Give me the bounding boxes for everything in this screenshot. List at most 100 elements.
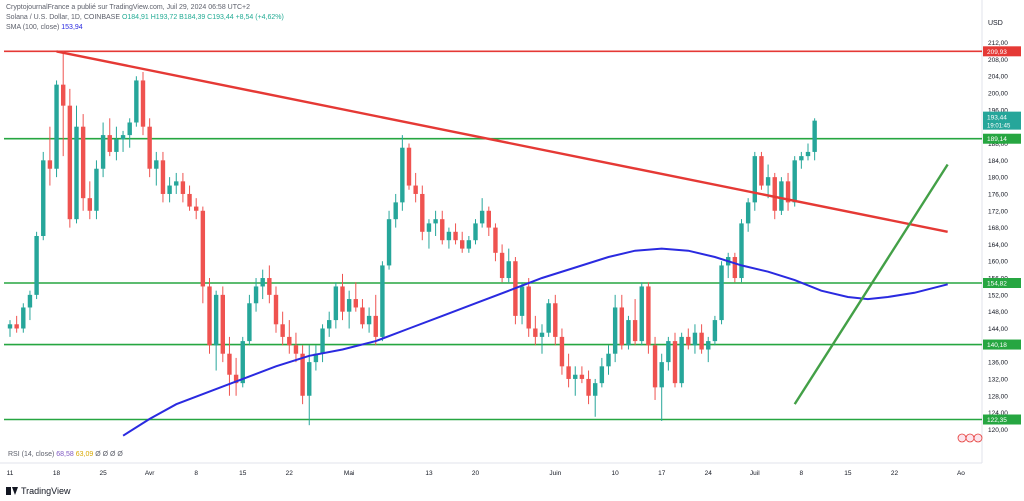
candle-body bbox=[260, 278, 265, 287]
candle-body bbox=[34, 236, 39, 295]
candle-body bbox=[100, 135, 106, 169]
candle-body bbox=[539, 332, 545, 337]
trendline-ascending-support bbox=[793, 163, 949, 405]
candle-body bbox=[207, 286, 212, 346]
x-tick-label: 8 bbox=[800, 470, 804, 477]
candle-body bbox=[7, 324, 13, 329]
candle-body bbox=[652, 345, 658, 388]
x-tick-label: 22 bbox=[891, 470, 899, 477]
candle-body bbox=[107, 135, 112, 152]
last-price-tag bbox=[983, 111, 1021, 130]
candle-body bbox=[533, 328, 538, 337]
x-tick-label: Avr bbox=[145, 470, 155, 477]
level-price-tag bbox=[983, 414, 1021, 425]
candle-body bbox=[134, 80, 139, 123]
candle-body bbox=[14, 324, 19, 329]
candle-body bbox=[300, 353, 305, 396]
candle-body bbox=[366, 315, 372, 325]
candle-body bbox=[626, 320, 631, 346]
candle-body bbox=[127, 122, 132, 136]
candle-body bbox=[233, 374, 239, 384]
candle-body bbox=[140, 80, 146, 127]
y-tick-label: 124,00 bbox=[988, 410, 1008, 417]
event-marker-icon bbox=[973, 433, 983, 443]
candle-body bbox=[559, 336, 565, 367]
candle-body bbox=[313, 353, 319, 363]
chart-header: CryptojournalFrance a publié sur Trading… bbox=[6, 3, 284, 33]
candle-body bbox=[380, 265, 385, 337]
x-tick-label: 15 bbox=[239, 470, 247, 477]
candle-body bbox=[333, 286, 339, 321]
candle-body bbox=[666, 341, 671, 363]
candle-body bbox=[785, 181, 791, 203]
level-price-tag bbox=[983, 46, 1021, 57]
candle-body bbox=[659, 362, 664, 388]
candle-body bbox=[686, 336, 691, 346]
candle-body bbox=[792, 160, 797, 203]
candle-body bbox=[400, 147, 405, 203]
candle-body bbox=[353, 299, 358, 308]
candle-body bbox=[679, 336, 684, 384]
countdown-label: 19:01:45 bbox=[987, 124, 1011, 130]
candle-body bbox=[120, 135, 126, 140]
symbol-name: Solana / U.S. Dollar, 1D, COINBASE bbox=[6, 14, 120, 21]
candle-body bbox=[160, 160, 166, 194]
candle-body bbox=[672, 341, 678, 384]
candle-body bbox=[114, 139, 119, 152]
currency-label: USD bbox=[988, 20, 1003, 27]
candle-body bbox=[699, 332, 704, 350]
candle-body bbox=[41, 160, 46, 236]
candle-body bbox=[54, 84, 59, 169]
candle-body bbox=[466, 240, 472, 249]
y-tick-label: 136,00 bbox=[988, 360, 1008, 367]
level-price-label: 209,93 bbox=[987, 49, 1007, 56]
candle-body bbox=[486, 210, 491, 228]
candle-body bbox=[426, 223, 432, 232]
level-price-label: 122,35 bbox=[987, 417, 1007, 424]
candle-body bbox=[739, 223, 744, 279]
candle-body bbox=[812, 120, 817, 152]
y-tick-label: 164,00 bbox=[988, 242, 1008, 249]
publisher-line: CryptojournalFrance a publié sur Trading… bbox=[6, 4, 251, 11]
candle-body bbox=[805, 151, 811, 157]
level-price-tag bbox=[983, 339, 1021, 350]
candle-body bbox=[593, 383, 598, 396]
candle-body bbox=[87, 198, 92, 211]
candle-body bbox=[94, 168, 99, 211]
sma-label: SMA (100, close) bbox=[6, 24, 60, 31]
candle-body bbox=[420, 193, 425, 232]
candle-body bbox=[573, 374, 578, 379]
candle-body bbox=[639, 286, 644, 342]
candle-body bbox=[519, 286, 525, 316]
candle-body bbox=[526, 286, 531, 329]
sma-value: 153,94 bbox=[61, 24, 83, 31]
level-price-label: 189,14 bbox=[987, 136, 1007, 143]
candle-body bbox=[446, 231, 452, 241]
level-price-tag bbox=[983, 133, 1021, 144]
x-tick-label: Juil bbox=[750, 470, 760, 477]
sma-legend: SMA (100, close) 153,94 bbox=[6, 23, 284, 33]
candle-body bbox=[213, 294, 219, 346]
candle-body bbox=[433, 219, 438, 224]
candle-body bbox=[307, 362, 312, 396]
y-tick-label: 180,00 bbox=[988, 175, 1008, 182]
candle-body bbox=[759, 156, 764, 186]
event-marker-icon bbox=[957, 433, 967, 443]
candle-body bbox=[247, 303, 252, 342]
candle-body bbox=[373, 315, 378, 337]
candle-body bbox=[406, 147, 412, 186]
candle-body bbox=[745, 202, 751, 224]
rsi-signal-value: 63,09 bbox=[75, 451, 94, 458]
x-tick-label: 13 bbox=[425, 470, 433, 477]
candle-body bbox=[712, 320, 718, 342]
candle-body bbox=[692, 332, 698, 346]
level-price-tag bbox=[983, 278, 1021, 289]
tradingview-logo: TradingView bbox=[6, 486, 71, 496]
y-tick-label: 212,00 bbox=[988, 40, 1008, 47]
candle-body bbox=[267, 278, 272, 295]
candle-body bbox=[227, 353, 232, 375]
candle-body bbox=[194, 206, 199, 211]
y-tick-label: 120,00 bbox=[988, 427, 1008, 434]
candle-body bbox=[61, 84, 66, 106]
